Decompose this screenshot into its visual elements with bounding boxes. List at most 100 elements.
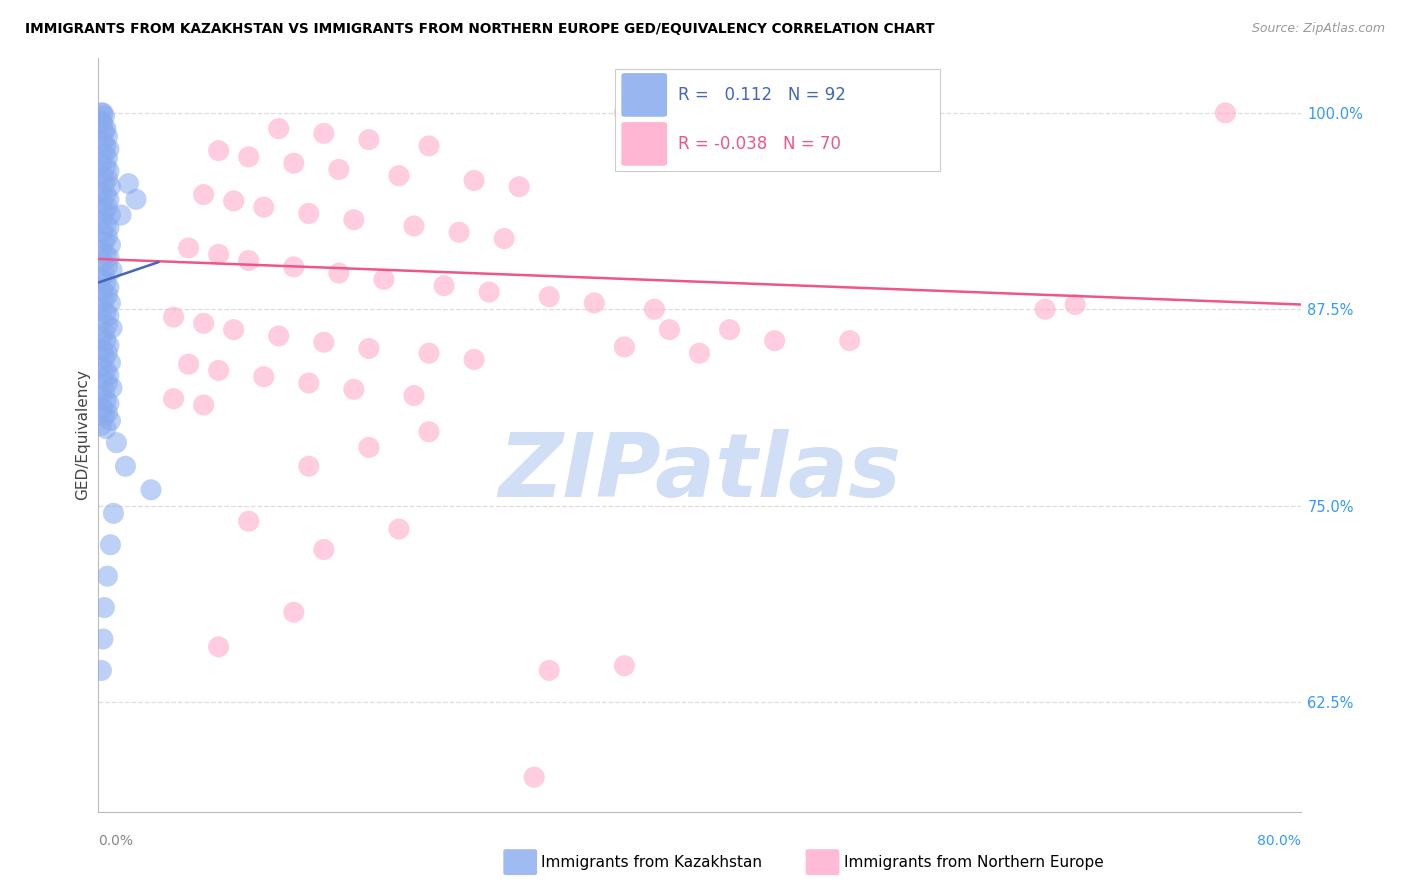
Point [538, 290, 561, 304]
Point [93, 293, 115, 307]
Point [101, 321, 124, 335]
Point [94, 363, 117, 377]
Point [373, 272, 395, 286]
Point [1215, 106, 1237, 120]
Point [91, 134, 114, 148]
Point [101, 263, 124, 277]
Point [418, 346, 440, 360]
Text: R = -0.038   N = 70: R = -0.038 N = 70 [678, 135, 841, 153]
Point [613, 658, 636, 673]
Point [418, 139, 440, 153]
Point [193, 398, 215, 412]
Point [718, 323, 741, 337]
Point [97, 338, 120, 352]
Point [91, 197, 114, 211]
Point [238, 150, 260, 164]
Point [93, 205, 115, 219]
Point [114, 459, 136, 474]
Point [328, 266, 350, 280]
Point [96, 230, 118, 244]
Point [447, 225, 470, 239]
Point [328, 162, 350, 177]
Point [139, 483, 162, 497]
Point [97, 368, 120, 383]
Point [418, 425, 440, 439]
Point [343, 382, 366, 396]
Point [253, 200, 276, 214]
Point [93, 326, 115, 340]
Point [97, 192, 120, 206]
Point [96, 172, 118, 186]
Point [91, 343, 114, 357]
Point [91, 225, 114, 239]
Point [100, 296, 122, 310]
Point [298, 459, 321, 474]
Point [162, 392, 184, 406]
Point [94, 121, 117, 136]
Point [100, 208, 122, 222]
Point [93, 235, 115, 249]
Text: 0.0%: 0.0% [98, 834, 134, 848]
Point [222, 323, 245, 337]
Point [193, 187, 215, 202]
Point [253, 369, 276, 384]
Text: ZIPatlas: ZIPatlas [498, 429, 901, 516]
Point [101, 381, 124, 395]
Point [96, 200, 118, 214]
Point [613, 106, 636, 120]
Point [312, 542, 335, 557]
Point [94, 218, 117, 232]
Point [193, 317, 215, 331]
Point [91, 371, 114, 385]
Point [763, 334, 786, 348]
Point [94, 247, 117, 261]
Point [97, 251, 120, 265]
Point [94, 159, 117, 173]
Point [388, 522, 411, 536]
Point [100, 538, 122, 552]
Point [357, 441, 380, 455]
Point [90, 106, 112, 120]
Text: 80.0%: 80.0% [1257, 834, 1301, 848]
Point [110, 208, 132, 222]
Point [96, 288, 118, 302]
Point [523, 770, 546, 784]
Point [93, 146, 115, 161]
Point [93, 409, 115, 423]
Point [94, 276, 117, 290]
Text: Immigrants from Northern Europe: Immigrants from Northern Europe [844, 855, 1104, 870]
Point [463, 352, 485, 367]
Point [208, 640, 231, 654]
Point [298, 376, 321, 390]
Point [97, 280, 120, 294]
Point [402, 388, 425, 402]
Point [91, 401, 114, 416]
Point [177, 241, 200, 255]
Point [94, 421, 117, 435]
Point [312, 126, 335, 140]
Point [90, 212, 112, 227]
Point [838, 334, 860, 348]
Y-axis label: GED/Equivalency: GED/Equivalency [75, 369, 90, 500]
Point [93, 351, 115, 365]
Point [388, 169, 411, 183]
Point [208, 144, 231, 158]
Point [208, 247, 231, 261]
Point [97, 220, 120, 235]
Point [208, 363, 231, 377]
Point [97, 142, 120, 156]
Point [177, 357, 200, 371]
Point [1064, 297, 1087, 311]
Point [96, 152, 118, 166]
Point [97, 396, 120, 410]
Point [125, 192, 148, 206]
Point [94, 393, 117, 408]
Point [91, 117, 114, 131]
Point [357, 342, 380, 356]
Point [91, 284, 114, 298]
Point [91, 106, 114, 120]
Point [97, 309, 120, 323]
Point [96, 406, 118, 420]
Point [689, 346, 711, 360]
Point [90, 330, 112, 344]
